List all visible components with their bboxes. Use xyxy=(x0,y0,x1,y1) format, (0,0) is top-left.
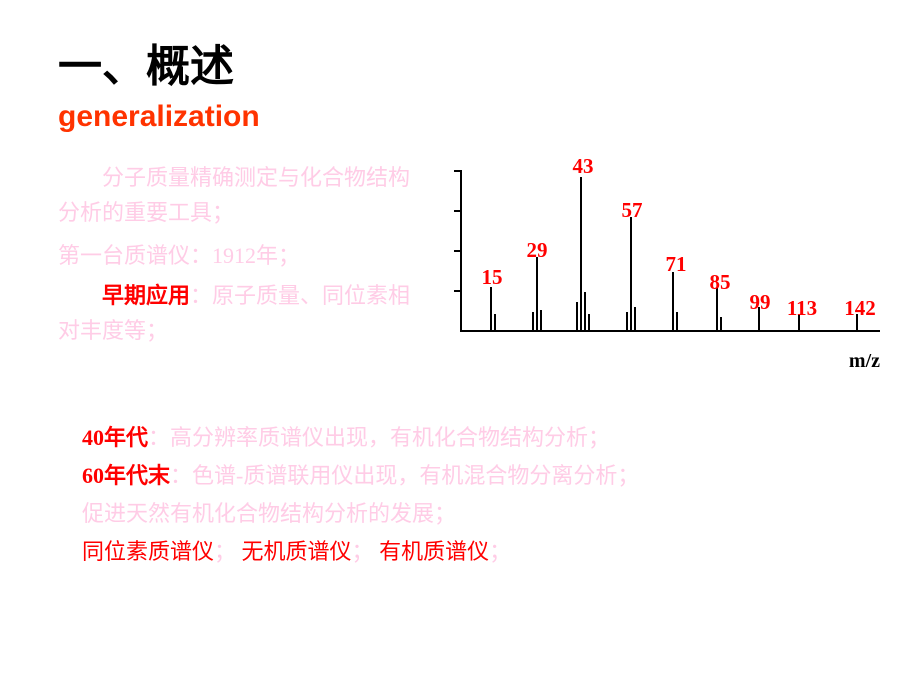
chart-peak-bar xyxy=(672,272,674,332)
chart-peak-label: 71 xyxy=(666,252,687,277)
chart-peak-label: 57 xyxy=(622,198,643,223)
chart-peak-bar xyxy=(630,217,632,332)
paragraph-6: 促进天然有机化合物结构分析的发展； xyxy=(82,496,456,531)
chart-peak-bar xyxy=(532,312,534,332)
chart-peak-label: 85 xyxy=(710,270,731,295)
chart-peak-label: 15 xyxy=(482,265,503,290)
paragraph-5: 60年代末：色谱-质谱联用仪出现，有机混合物分离分析； xyxy=(82,458,639,493)
p5-lead: 60年代末 xyxy=(82,463,170,488)
p7-sep3: ； xyxy=(489,539,511,564)
chart-peak-bar xyxy=(634,307,636,332)
p7-sep2: ； xyxy=(352,539,374,564)
p3-lead: 早期应用 xyxy=(102,283,190,308)
p7-a: 同位素质谱仪 xyxy=(82,539,214,564)
chart-y-axis xyxy=(460,170,462,330)
chart-x-axis xyxy=(460,330,880,332)
chart-peak-bar xyxy=(536,257,538,332)
chart-peak-bar xyxy=(584,292,586,332)
chart-axis-label: m/z xyxy=(849,350,880,373)
chart-y-tick xyxy=(454,250,460,252)
chart-peak-bar xyxy=(626,312,628,332)
p7-b: 无机质谱仪 xyxy=(242,539,352,564)
paragraph-4: 40年代：高分辨率质谱仪出现，有机化合物结构分析； xyxy=(82,420,610,455)
p5-rest: ：色谱-质谱联用仪出现，有机混合物分离分析； xyxy=(170,463,639,488)
chart-y-tick xyxy=(454,290,460,292)
p7-c: 有机质谱仪 xyxy=(379,539,489,564)
p4-rest: ：高分辨率质谱仪出现，有机化合物结构分析； xyxy=(148,425,610,450)
paragraph-3: 早期应用：原子质量、同位素相对丰度等； xyxy=(58,278,418,348)
chart-peak-label: 142 xyxy=(844,296,876,321)
chart-peak-bar xyxy=(720,317,722,332)
chart-peak-bar xyxy=(576,302,578,332)
chart-peak-bar xyxy=(494,314,496,332)
chart-peak-label: 113 xyxy=(787,296,817,321)
chart-peak-bar xyxy=(580,177,582,332)
paragraph-7: 同位素质谱仪； 无机质谱仪； 有机质谱仪； xyxy=(82,534,511,569)
chart-peak-bar xyxy=(540,310,542,332)
paragraph-2: 第一台质谱仪：1912年； xyxy=(58,238,418,273)
chart-peak-label: 43 xyxy=(573,154,594,179)
p7-sep1: ； xyxy=(214,539,236,564)
p4-lead: 40年代 xyxy=(82,425,148,450)
chart-peak-bar xyxy=(676,312,678,332)
chart-peak-bar xyxy=(588,314,590,332)
chart-y-tick xyxy=(454,170,460,172)
paragraph-1: 分子质量精确测定与化合物结构分析的重要工具； xyxy=(58,160,418,230)
page-subtitle: generalization xyxy=(58,100,260,134)
mass-spectrum-chart: m/z 15294357718599113142 xyxy=(440,160,890,380)
chart-peak-label: 99 xyxy=(750,290,771,315)
chart-peak-label: 29 xyxy=(527,238,548,263)
page-title: 一、概述 xyxy=(58,30,234,94)
chart-peak-bar xyxy=(490,287,492,332)
chart-y-tick xyxy=(454,210,460,212)
